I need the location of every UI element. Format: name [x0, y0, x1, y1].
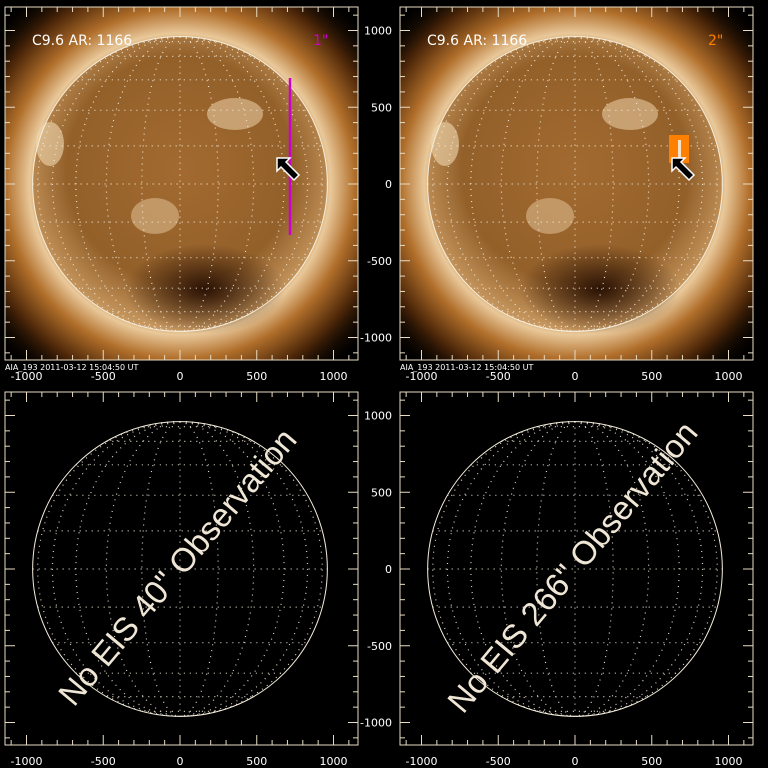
- arrow-icon: [276, 157, 301, 182]
- no-observation-message: No EIS 40" Observation: [51, 421, 304, 712]
- x-tick-label: -1000: [11, 755, 43, 768]
- y-tick-label: -1000: [360, 332, 392, 345]
- active-region: [36, 122, 64, 166]
- active-region: [431, 122, 459, 166]
- y-tick-label: -500: [367, 640, 392, 653]
- x-tick-label: 1000: [320, 755, 348, 768]
- longitude-line: [179, 36, 285, 332]
- longitude-line: [179, 421, 309, 717]
- eis-slit: [678, 140, 681, 160]
- longitude-line: [179, 36, 309, 332]
- x-tick-label: 0: [177, 755, 184, 768]
- x-tick-label: -500: [91, 370, 116, 383]
- longitude-line: [574, 36, 704, 332]
- active-region: [207, 98, 263, 130]
- x-tick-label: 500: [641, 370, 662, 383]
- x-tick-label: -500: [486, 370, 511, 383]
- panel-title: C9.6 AR: 1166: [427, 33, 527, 49]
- longitude-line: [446, 421, 576, 717]
- no-observation-message: No EIS 266" Observation: [440, 414, 705, 719]
- limb-circle: [427, 36, 723, 332]
- x-tick-label: 0: [572, 370, 579, 383]
- x-tick-label: 1000: [715, 755, 743, 768]
- x-tick-label: 1000: [320, 370, 348, 383]
- longitude-line: [51, 36, 181, 332]
- y-tick-label: 0: [385, 563, 392, 576]
- longitude-line: [51, 421, 181, 717]
- x-tick-label: -500: [486, 755, 511, 768]
- x-tick-label: -1000: [406, 370, 438, 383]
- panel-footer: AIA_193 2011-03-12 15:04:50 UT: [5, 363, 138, 372]
- panel-footer: AIA_193 2011-03-12 15:04:50 UT: [400, 363, 533, 372]
- y-tick-label: 500: [371, 486, 392, 499]
- longitude-line: [574, 421, 704, 717]
- y-tick-label: 1000: [364, 410, 392, 423]
- x-tick-label: -500: [91, 755, 116, 768]
- longitude-line: [75, 421, 181, 717]
- longitude-line: [574, 421, 680, 717]
- limb-circle: [427, 421, 723, 717]
- x-tick-label: 500: [246, 755, 267, 768]
- panel-content: [32, 421, 328, 717]
- longitude-line: [470, 36, 576, 332]
- panel-top-left: C9.6 AR: 1166 1" AIA_193 2011-03-12 15:04:…: [4, 6, 359, 383]
- x-tick-label: 0: [572, 755, 579, 768]
- slit-width-tag: 2": [708, 33, 723, 49]
- lat-lon-grid: [427, 421, 723, 717]
- slit-width-tag: 1": [313, 33, 328, 49]
- x-tick-label: 1000: [715, 370, 743, 383]
- lat-lon-grid: [32, 421, 328, 717]
- longitude-line: [574, 36, 680, 332]
- panel-content: [5, 7, 358, 360]
- lat-lon-grid: [427, 36, 723, 332]
- x-tick-label: 0: [177, 370, 184, 383]
- y-tick-label: 0: [385, 178, 392, 191]
- active-region: [602, 98, 658, 130]
- x-tick-label: 500: [246, 370, 267, 383]
- longitude-line: [470, 421, 576, 717]
- x-tick-label: -1000: [406, 755, 438, 768]
- arrow-icon: [671, 157, 696, 182]
- panel-bottom-right: No EIS 266" Observation -1000 -500 0 500 1000…: [360, 391, 754, 768]
- panel-title: C9.6 AR: 1166: [32, 33, 132, 49]
- y-tick-label: 1000: [364, 25, 392, 38]
- longitude-line: [75, 36, 181, 332]
- x-tick-label: 500: [641, 755, 662, 768]
- active-region: [526, 198, 574, 234]
- y-tick-label: 500: [371, 101, 392, 114]
- limb-circle: [32, 36, 328, 332]
- lat-lon-grid: [32, 36, 328, 332]
- panel-top-right: C9.6 AR: 1166 2" AIA_193 2011-03-12 15:04:…: [360, 6, 754, 383]
- panel-content: [427, 421, 723, 717]
- limb-circle: [32, 421, 328, 717]
- panel-bottom-left: No EIS 40" Observation -1000 -500 0 500 1000: [4, 391, 359, 768]
- longitude-line: [446, 36, 576, 332]
- y-tick-label: -500: [367, 255, 392, 268]
- y-tick-label: -1000: [360, 717, 392, 730]
- longitude-line: [179, 421, 285, 717]
- x-tick-label: -1000: [11, 370, 43, 383]
- active-region: [131, 198, 179, 234]
- panel-content: [400, 7, 753, 360]
